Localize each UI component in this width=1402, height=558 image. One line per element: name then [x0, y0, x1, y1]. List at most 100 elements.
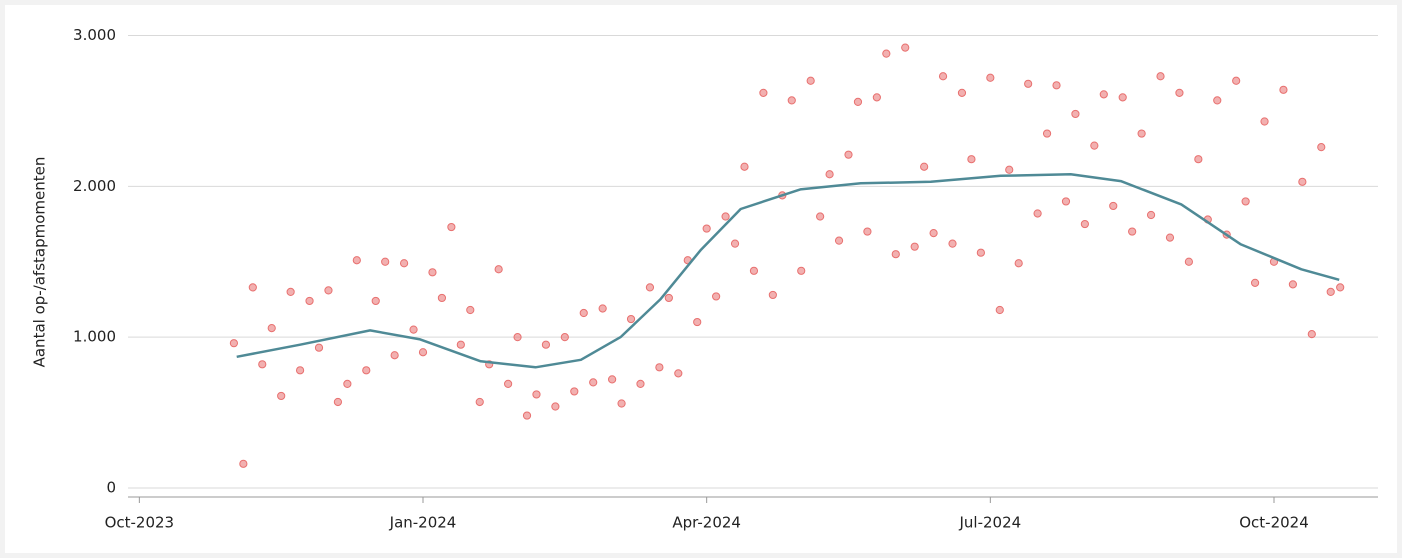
- point: [891, 250, 900, 259]
- point: [466, 305, 475, 315]
- point: [759, 88, 768, 97]
- point: [418, 348, 428, 357]
- point: [1241, 197, 1250, 206]
- point: [1099, 90, 1108, 99]
- point: [749, 266, 759, 275]
- point: [853, 97, 863, 106]
- point: [872, 93, 881, 102]
- point: [1326, 287, 1335, 297]
- point: [787, 96, 796, 105]
- point: [504, 379, 513, 388]
- point: [1194, 155, 1203, 164]
- point: [740, 162, 749, 171]
- point: [1005, 165, 1014, 174]
- point: [314, 343, 324, 352]
- point: [437, 293, 447, 303]
- point: [967, 155, 976, 164]
- point: [267, 323, 276, 333]
- point: [1250, 278, 1260, 287]
- point: [286, 287, 295, 297]
- point: [371, 296, 380, 306]
- point: [938, 72, 948, 81]
- y-tick-label: 3.000: [73, 26, 116, 44]
- point: [381, 257, 390, 266]
- point: [1109, 201, 1118, 211]
- trend-line: [236, 173, 1340, 369]
- point: [1128, 227, 1137, 236]
- x-tick-label: Oct-2023: [105, 514, 175, 532]
- point: [248, 283, 257, 292]
- point: [428, 268, 437, 277]
- point: [617, 399, 626, 408]
- y-axis-label: Aantal op-/afstapmomenten: [31, 157, 49, 368]
- point: [1033, 209, 1042, 218]
- x-tick-label: Jul-2024: [958, 514, 1021, 532]
- point: [513, 333, 522, 342]
- x-tick-label: Apr-2024: [672, 514, 741, 532]
- point: [295, 366, 305, 375]
- point: [863, 227, 872, 236]
- point: [399, 259, 409, 268]
- point: [712, 292, 721, 301]
- point: [948, 239, 957, 248]
- point: [475, 397, 484, 407]
- y-tick-label: 1.000: [73, 328, 116, 346]
- point: [816, 212, 825, 221]
- point: [730, 239, 740, 248]
- point: [825, 170, 834, 179]
- point: [305, 296, 314, 306]
- point: [1118, 93, 1127, 102]
- point: [239, 459, 248, 468]
- point: [721, 212, 730, 221]
- point: [494, 265, 503, 274]
- point: [636, 379, 645, 388]
- point: [1090, 141, 1099, 150]
- point: [1184, 257, 1193, 266]
- point: [1336, 283, 1345, 292]
- point: [1014, 259, 1023, 268]
- point: [1288, 280, 1298, 289]
- point: [655, 363, 664, 372]
- point: [570, 387, 579, 396]
- point: [1137, 129, 1146, 138]
- point: [589, 378, 598, 387]
- point: [986, 73, 995, 82]
- point: [1052, 81, 1061, 90]
- point: [598, 304, 607, 313]
- y-tick-label: 0: [106, 478, 116, 496]
- point: [957, 88, 967, 97]
- point: [362, 366, 371, 375]
- point: [645, 283, 655, 292]
- point: [995, 305, 1004, 315]
- point: [532, 390, 541, 399]
- y-tick-label: 2.000: [73, 177, 116, 195]
- point: [1080, 219, 1089, 229]
- point: [352, 256, 361, 265]
- point: [664, 293, 673, 303]
- point: [1279, 85, 1288, 94]
- point: [674, 369, 683, 378]
- point: [768, 290, 777, 300]
- x-tick-label: Jan-2024: [389, 514, 457, 532]
- point: [929, 228, 938, 238]
- point: [834, 236, 844, 245]
- point: [844, 150, 853, 159]
- point: [693, 317, 702, 327]
- point: [258, 360, 267, 369]
- point: [579, 308, 588, 318]
- point: [1156, 72, 1165, 81]
- point: [608, 375, 617, 384]
- point: [1024, 79, 1033, 88]
- point: [1307, 330, 1316, 339]
- point: [1146, 210, 1156, 220]
- point: [806, 76, 815, 85]
- point: [522, 411, 532, 420]
- point: [456, 340, 465, 349]
- point: [702, 224, 711, 233]
- point: [541, 340, 551, 349]
- point: [390, 351, 399, 360]
- point: [1298, 177, 1307, 186]
- point: [324, 286, 333, 295]
